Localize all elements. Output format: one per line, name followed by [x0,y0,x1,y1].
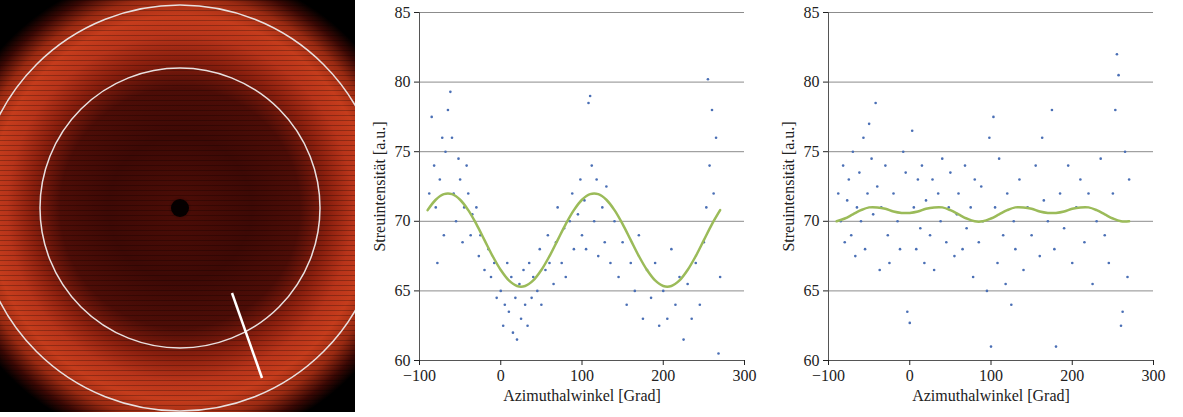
svg-text:70: 70 [395,212,411,229]
svg-text:100: 100 [979,367,1003,384]
svg-text:−100: −100 [403,367,436,384]
svg-text:65: 65 [804,282,820,299]
svg-text:80: 80 [804,73,820,90]
svg-text:75: 75 [395,143,411,160]
svg-text:80: 80 [395,73,411,90]
svg-text:300: 300 [1142,367,1166,384]
svg-text:85: 85 [395,4,411,21]
svg-text:65: 65 [395,282,411,299]
svg-text:100: 100 [570,367,594,384]
svg-text:85: 85 [804,4,820,21]
svg-text:60: 60 [394,351,411,369]
svg-text:75: 75 [804,143,820,160]
svg-text:200: 200 [1060,367,1084,384]
svg-text:70: 70 [804,212,820,229]
svg-text:Azimuthalwinkel [Grad]: Azimuthalwinkel [Grad] [912,387,1070,404]
svg-text:Streuintensität [a.u.]: Streuintensität [a.u.] [780,121,797,251]
svg-text:0: 0 [497,367,505,384]
svg-text:300: 300 [733,367,757,384]
svg-text:−100: −100 [812,367,845,384]
svg-text:0: 0 [906,367,914,384]
svg-text:200: 200 [651,367,675,384]
svg-text:Streuintensität [a.u.]: Streuintensität [a.u.] [371,121,388,251]
svg-text:60: 60 [803,351,820,369]
svg-text:Azimuthalwinkel [Grad]: Azimuthalwinkel [Grad] [503,387,661,404]
